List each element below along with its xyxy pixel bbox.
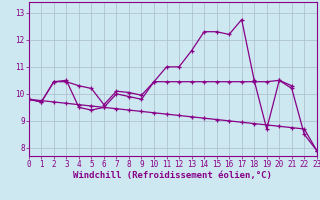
X-axis label: Windchill (Refroidissement éolien,°C): Windchill (Refroidissement éolien,°C)	[73, 171, 272, 180]
